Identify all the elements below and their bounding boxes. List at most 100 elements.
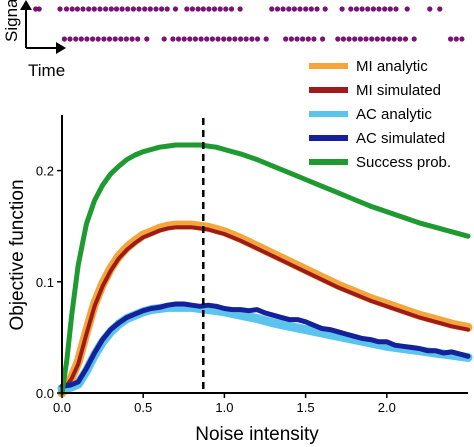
y-axis-title: Objective function	[7, 179, 28, 330]
spike-dot	[286, 6, 292, 12]
spike-dot	[453, 36, 459, 42]
spike-dot	[69, 6, 75, 12]
spike-dot	[125, 6, 131, 12]
x-tick-label: 1.0	[215, 400, 233, 415]
spike-dot	[263, 36, 269, 42]
spike-dot	[61, 36, 67, 42]
spike-dot	[106, 36, 113, 42]
spike-dot	[249, 36, 255, 42]
spike-dot	[243, 36, 249, 42]
spike-dot	[348, 6, 354, 12]
spike-dot	[369, 36, 375, 42]
spike-dot	[172, 6, 179, 12]
spike-dot	[221, 36, 227, 42]
spike-dot	[142, 6, 148, 12]
spike-dot	[187, 36, 193, 42]
x-axis-title: Noise intensity	[195, 424, 319, 445]
spike-dot	[459, 36, 465, 42]
spike-dot	[74, 6, 80, 12]
spike-dot	[352, 36, 358, 42]
spike-dot	[103, 6, 109, 12]
y-tick-label: 0.1	[36, 275, 54, 290]
inset-ylabel: Signal	[2, 0, 21, 42]
spike-dot	[123, 36, 129, 42]
spike-dot	[135, 36, 141, 42]
spike-dot	[204, 36, 210, 42]
spike-dot	[195, 6, 201, 12]
spike-dot	[80, 6, 86, 12]
spike-dot	[36, 6, 42, 12]
spike-dot	[427, 6, 433, 12]
legend-label-mi-simulated: MI simulated	[356, 82, 441, 99]
y-tick-label: 0.0	[36, 386, 54, 401]
x-tick-label: 1.5	[297, 400, 315, 415]
series-layer	[57, 142, 473, 398]
spike-dot	[404, 6, 410, 12]
spike-dot	[288, 36, 294, 42]
spike-dot	[232, 36, 238, 42]
spike-dot	[314, 6, 320, 12]
spike-dot	[198, 36, 204, 42]
spike-dot	[129, 36, 135, 42]
legend-label-ac-analytic: AC analytic	[356, 106, 432, 123]
signal-raster-inset: Signal Time	[2, 0, 465, 80]
spike-dot	[159, 6, 165, 12]
spike-dot	[181, 36, 187, 42]
spike-dot	[437, 6, 443, 12]
spike-dot	[382, 6, 388, 12]
series-line-ac-simulated	[59, 301, 471, 389]
spike-dot	[153, 6, 159, 12]
spike-dot	[346, 36, 352, 42]
spike-dot	[359, 6, 365, 12]
spike-dot	[108, 6, 114, 12]
spike-dot	[189, 6, 195, 12]
legend-label-ac-simulated: AC simulated	[356, 130, 445, 147]
spike-dot	[73, 36, 79, 42]
spike-dot	[320, 36, 326, 42]
spike-dot	[97, 6, 103, 12]
spike-dot	[211, 6, 218, 12]
spike-dot	[63, 6, 70, 12]
spike-dot	[112, 36, 118, 42]
spike-dot	[353, 6, 360, 12]
spike-dot	[238, 36, 244, 42]
axes-layer	[61, 115, 468, 394]
spike-dot	[300, 36, 306, 42]
spike-dot	[297, 6, 303, 12]
spike-dot	[411, 36, 417, 42]
spike-dot	[118, 36, 124, 42]
spike-dot	[206, 6, 212, 12]
spike-dot	[283, 36, 289, 42]
spike-dot	[161, 36, 167, 42]
spike-dot	[305, 36, 311, 42]
spike-dot	[164, 6, 170, 12]
spike-dot	[380, 36, 386, 42]
objective-chart: 0.0 0.5 1.0 1.5 2.0 0.0 0.1 0.2 Noise intensity…	[7, 58, 473, 445]
spike-dot	[101, 36, 107, 42]
spike-dot	[254, 36, 261, 42]
inset-xlabel: Time	[28, 61, 65, 80]
spike-dot	[170, 36, 176, 42]
spike-dot	[308, 6, 314, 12]
inset-axes	[20, 0, 66, 54]
spike-dot	[237, 6, 243, 12]
spike-dot	[78, 36, 84, 42]
spike-dot	[294, 36, 300, 42]
spike-dot	[365, 6, 371, 12]
spike-dot	[311, 36, 317, 42]
spike-dot	[269, 6, 275, 12]
spike-dot	[391, 36, 397, 42]
spike-dot	[175, 36, 182, 42]
spike-dot	[335, 36, 341, 42]
spike-dot	[340, 36, 346, 42]
spike-dot	[402, 36, 409, 42]
inset-spike-dots	[33, 6, 465, 42]
inset-y-arrow-icon	[20, 0, 32, 10]
spike-dot	[387, 6, 393, 12]
spike-dot	[291, 6, 297, 12]
inset-x-arrow-icon	[56, 42, 66, 54]
spike-dot	[200, 6, 206, 12]
spike-dot	[363, 36, 369, 42]
spike-dot	[226, 36, 232, 42]
